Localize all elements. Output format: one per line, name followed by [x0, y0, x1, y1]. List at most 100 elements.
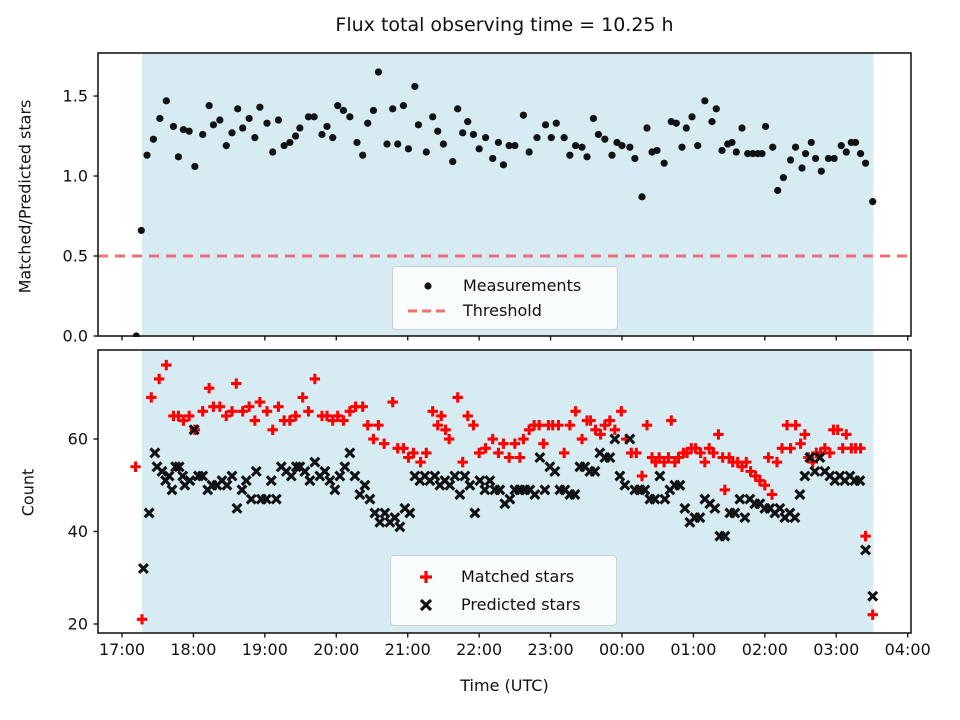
measurement-point [672, 119, 680, 127]
measurement-point [291, 132, 300, 140]
predicted-point [299, 465, 311, 477]
matched-point [631, 447, 642, 459]
measurement-point [728, 138, 736, 147]
measurements-series [132, 68, 877, 337]
matched-point [867, 609, 878, 620]
predicted-point [539, 484, 551, 496]
measurement-point [807, 138, 815, 147]
matched-point [344, 406, 356, 417]
measurement-point [286, 138, 294, 147]
measurement-point [547, 134, 555, 142]
matched-point [237, 406, 248, 417]
predicted-point [734, 493, 746, 505]
matched-point [509, 438, 521, 449]
measurement-point [505, 142, 513, 150]
chart-title: Flux total observing time = 10.25 h [335, 14, 674, 36]
measurement-point [399, 102, 408, 110]
predicted-point [814, 452, 826, 464]
measurement-point [653, 146, 661, 155]
predicted-point [285, 470, 297, 482]
matched-point [290, 410, 301, 422]
measurement-point [449, 158, 457, 166]
predicted-point [624, 433, 636, 445]
predicted-point [304, 475, 316, 487]
predicted-point [226, 470, 238, 482]
matched-point [373, 419, 384, 431]
matched-point [254, 396, 266, 408]
predicted-point [364, 493, 376, 505]
measurement-point [801, 150, 810, 158]
legend-row-threshold: Threshold [405, 298, 605, 323]
predicted-point [659, 493, 671, 505]
matched-stars-series [130, 359, 878, 625]
x-tick-label: 21:00 [385, 640, 431, 659]
x-tick-label: 20:00 [313, 640, 359, 659]
y-tick-label: 0.0 [63, 327, 88, 346]
matched-point [795, 438, 806, 449]
matched-point [695, 447, 706, 459]
matched-point [130, 461, 141, 472]
measurement-point [323, 122, 331, 131]
measurement-point [389, 105, 397, 113]
measurement-point [359, 151, 367, 159]
x-tick-label: 04:00 [885, 640, 931, 659]
x-tick-label: 22:00 [456, 640, 502, 659]
matched-point [398, 443, 409, 454]
predicted-stars-series [137, 424, 879, 602]
measurement-point [222, 142, 230, 150]
measurement-point [364, 119, 372, 127]
measurement-point [738, 124, 746, 132]
predicted-point [270, 493, 282, 505]
matched-point [514, 452, 526, 463]
predicted-point [309, 456, 321, 468]
measurement-point [769, 143, 777, 151]
x-axis-label: Time (UTC) [460, 676, 549, 695]
predicted-point [221, 479, 233, 491]
matched-point [595, 429, 606, 440]
matched-point [197, 406, 208, 417]
predicted-point [474, 475, 486, 487]
matched-point [303, 406, 314, 417]
predicted-point [809, 465, 821, 477]
predicted-point [156, 465, 168, 477]
measurement-point [798, 164, 806, 172]
measurement-point [643, 124, 651, 132]
legend-label-matched: Matched stars [461, 567, 575, 586]
measurement-point [732, 148, 740, 156]
matched-point [226, 406, 238, 417]
predicted-point [265, 475, 277, 487]
matched-point [284, 415, 296, 426]
predicted-point [709, 502, 721, 514]
x-tick-label: 01:00 [670, 640, 716, 659]
measurement-point [552, 119, 560, 127]
measurement-point [169, 122, 178, 131]
y-tick-label: 20 [68, 614, 88, 633]
measurements-dot-icon [405, 279, 451, 293]
predicted-point [479, 484, 491, 496]
measurement-point [694, 142, 702, 150]
predicted-point [569, 489, 581, 501]
measurement-point [239, 124, 247, 132]
predicted-point [354, 489, 366, 501]
measurement-point [786, 156, 795, 164]
predicted-point [469, 507, 481, 519]
predicted-point [549, 465, 561, 477]
predicted-point [245, 493, 257, 505]
measurement-point [143, 151, 151, 159]
predicted-point [389, 512, 401, 524]
matched-point [564, 419, 576, 431]
bottom-legend: Matched stars Predicted stars [390, 555, 617, 626]
matched-point [408, 447, 419, 459]
matched-point [616, 406, 627, 417]
measurement-point [304, 113, 313, 121]
matched-point [183, 410, 195, 422]
predicted-point [394, 521, 406, 533]
predicted-point [197, 470, 209, 482]
measurement-point [454, 105, 462, 113]
measurement-point [618, 142, 626, 150]
matched-point [462, 410, 473, 422]
matched-point [713, 429, 724, 440]
matched-point [785, 443, 796, 454]
predicted-point [166, 484, 178, 496]
predicted-point [429, 470, 441, 482]
